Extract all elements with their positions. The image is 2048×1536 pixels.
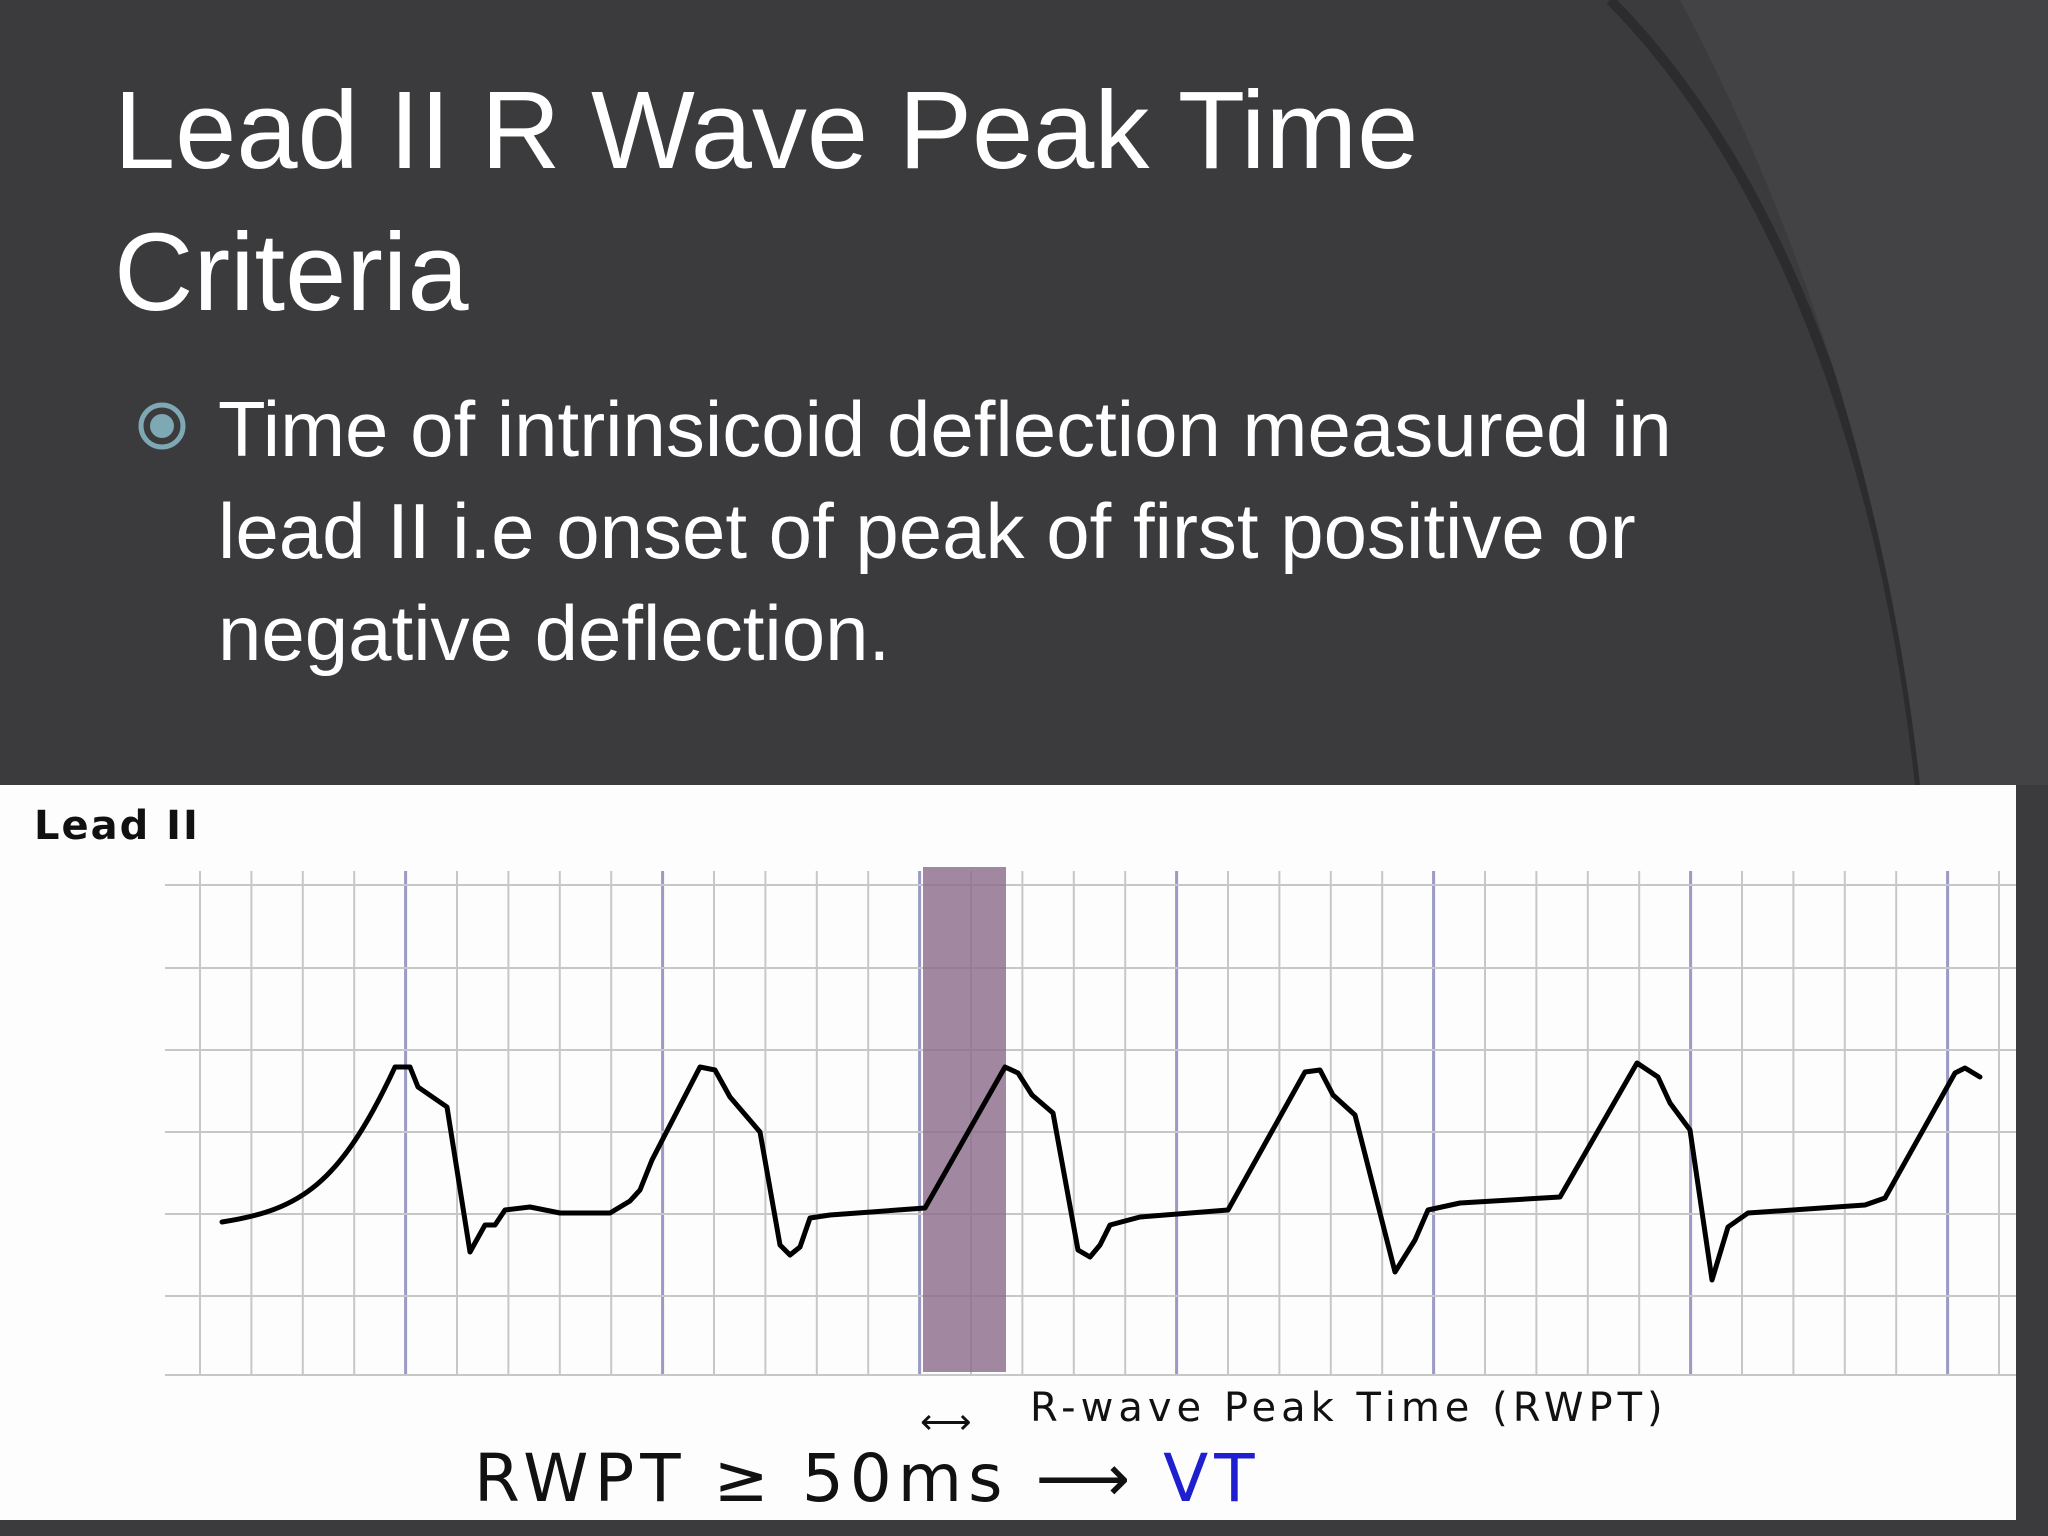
circle-bullet-icon — [138, 402, 186, 450]
lead-label: Lead II — [34, 803, 200, 849]
ecg-grid — [165, 871, 2016, 1376]
ecg-strip — [165, 867, 2016, 1376]
ecg-waveform — [219, 1060, 1983, 1283]
rwpt-caption: R-wave Peak Time (RWPT) — [1030, 1385, 1668, 1431]
rwpt-highlight-band — [923, 867, 1006, 1372]
rwpt-formula: RWPT ≥ 50ms ⟶ VT — [474, 1440, 1261, 1517]
bullet-text: Time of intrinsicoid deflection measured… — [218, 385, 1672, 677]
slide-title: Lead II R Wave Peak Time Criteria — [114, 69, 1419, 334]
formula-lhs: RWPT ≥ 50ms — [474, 1440, 1009, 1517]
ecg-figure: Lead II ⟷ R-wave Peak Time (RWPT) RWPT ≥… — [0, 785, 2016, 1520]
formula-arrow: ⟶ — [1035, 1440, 1137, 1517]
formula-result: VT — [1163, 1440, 1261, 1517]
double-arrow-icon: ⟷ — [920, 1401, 972, 1442]
